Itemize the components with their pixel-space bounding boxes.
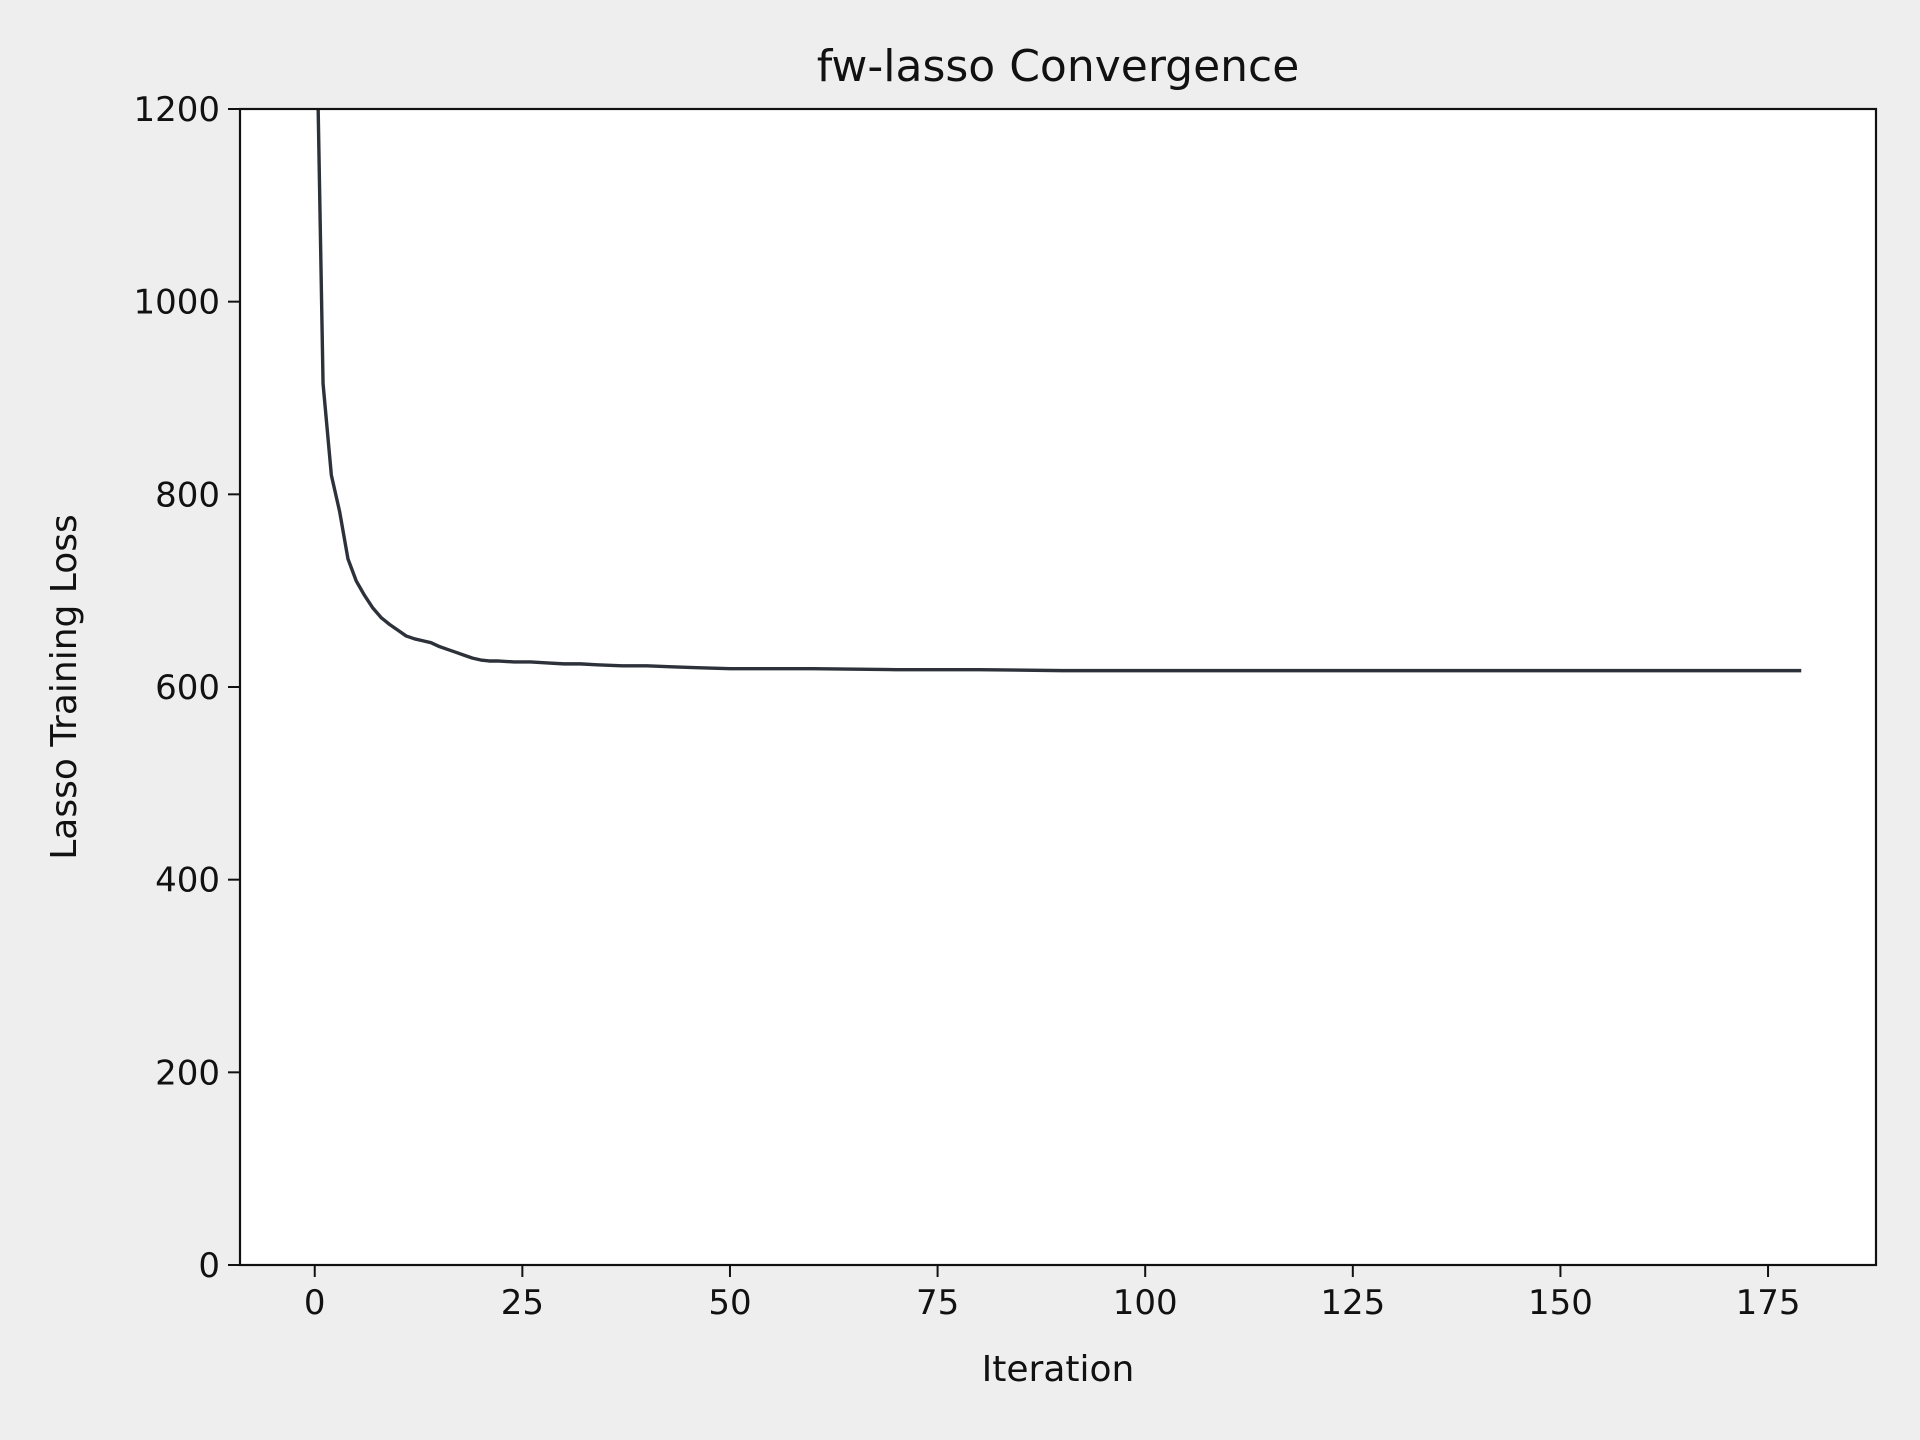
x-tick-label-175: 175 xyxy=(1736,1283,1801,1323)
x-tick-label-100: 100 xyxy=(1113,1283,1178,1323)
x-tick-label-0: 0 xyxy=(304,1283,326,1323)
x-tick-label-75: 75 xyxy=(916,1283,959,1323)
chart-title: fw-lasso Convergence xyxy=(817,41,1300,92)
x-axis-label: Iteration xyxy=(982,1349,1135,1390)
y-axis-label: Lasso Training Loss xyxy=(44,514,85,860)
y-tick-label-0: 0 xyxy=(198,1246,220,1286)
x-tick-label-125: 125 xyxy=(1320,1283,1385,1323)
series-line-0 xyxy=(316,109,1802,673)
y-tick-label-600: 600 xyxy=(155,668,220,708)
y-tick-label-800: 800 xyxy=(155,475,220,515)
x-tick-label-25: 25 xyxy=(501,1283,544,1323)
y-tick-label-1000: 1000 xyxy=(133,283,220,323)
x-tick-label-50: 50 xyxy=(708,1283,751,1323)
y-tick-label-200: 200 xyxy=(155,1053,220,1093)
x-tick-label-150: 150 xyxy=(1528,1283,1593,1323)
plot-area xyxy=(240,109,1876,1265)
y-tick-label-1200: 1200 xyxy=(133,90,220,130)
y-tick-label-400: 400 xyxy=(155,861,220,901)
